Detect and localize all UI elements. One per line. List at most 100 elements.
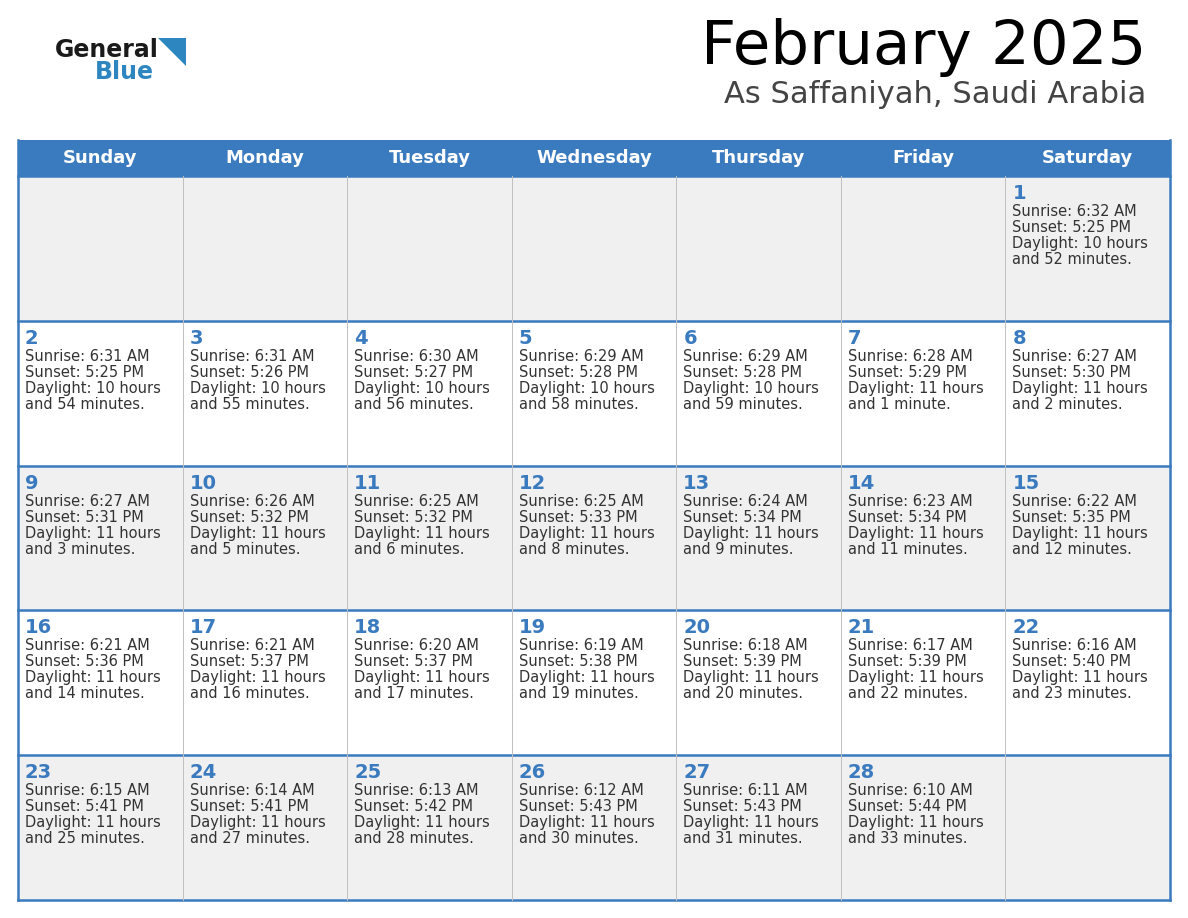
Text: February 2025: February 2025 — [701, 18, 1146, 77]
Text: Sunset: 5:34 PM: Sunset: 5:34 PM — [848, 509, 967, 524]
Text: Sunrise: 6:15 AM: Sunrise: 6:15 AM — [25, 783, 150, 798]
Text: and 27 minutes.: and 27 minutes. — [190, 831, 310, 846]
Text: Thursday: Thursday — [712, 149, 805, 167]
Text: Daylight: 11 hours: Daylight: 11 hours — [190, 670, 326, 686]
Text: Daylight: 11 hours: Daylight: 11 hours — [519, 815, 655, 830]
Text: 22: 22 — [1012, 619, 1040, 637]
Text: Daylight: 10 hours: Daylight: 10 hours — [519, 381, 655, 396]
Text: and 16 minutes.: and 16 minutes. — [190, 687, 309, 701]
Text: and 3 minutes.: and 3 minutes. — [25, 542, 135, 556]
Text: Daylight: 11 hours: Daylight: 11 hours — [190, 526, 326, 541]
Text: Daylight: 11 hours: Daylight: 11 hours — [683, 526, 819, 541]
Text: Sunset: 5:32 PM: Sunset: 5:32 PM — [354, 509, 473, 524]
Text: 5: 5 — [519, 329, 532, 348]
Text: Daylight: 11 hours: Daylight: 11 hours — [354, 815, 489, 830]
Text: Sunrise: 6:29 AM: Sunrise: 6:29 AM — [683, 349, 808, 364]
Text: and 1 minute.: and 1 minute. — [848, 397, 950, 412]
Text: Daylight: 10 hours: Daylight: 10 hours — [190, 381, 326, 396]
Text: Sunrise: 6:21 AM: Sunrise: 6:21 AM — [190, 638, 315, 654]
Text: 4: 4 — [354, 329, 368, 348]
Text: and 9 minutes.: and 9 minutes. — [683, 542, 794, 556]
Text: 7: 7 — [848, 329, 861, 348]
Text: Sunset: 5:42 PM: Sunset: 5:42 PM — [354, 800, 473, 814]
Text: Sunset: 5:26 PM: Sunset: 5:26 PM — [190, 364, 309, 380]
Text: Sunset: 5:35 PM: Sunset: 5:35 PM — [1012, 509, 1131, 524]
Text: 20: 20 — [683, 619, 710, 637]
Text: 24: 24 — [190, 763, 217, 782]
Bar — [18, 176, 1170, 320]
Text: Sunrise: 6:10 AM: Sunrise: 6:10 AM — [848, 783, 973, 798]
Text: Sunset: 5:36 PM: Sunset: 5:36 PM — [25, 655, 144, 669]
Text: and 19 minutes.: and 19 minutes. — [519, 687, 638, 701]
Text: 19: 19 — [519, 619, 545, 637]
Text: Friday: Friday — [892, 149, 954, 167]
Text: 1: 1 — [1012, 184, 1026, 203]
Text: Sunset: 5:41 PM: Sunset: 5:41 PM — [25, 800, 144, 814]
Text: and 17 minutes.: and 17 minutes. — [354, 687, 474, 701]
Bar — [18, 756, 1170, 900]
Text: Sunrise: 6:27 AM: Sunrise: 6:27 AM — [1012, 349, 1137, 364]
Text: Sunset: 5:38 PM: Sunset: 5:38 PM — [519, 655, 638, 669]
Text: Sunrise: 6:16 AM: Sunrise: 6:16 AM — [1012, 638, 1137, 654]
Text: Sunrise: 6:23 AM: Sunrise: 6:23 AM — [848, 494, 973, 509]
Text: Blue: Blue — [95, 60, 154, 84]
Text: Sunset: 5:32 PM: Sunset: 5:32 PM — [190, 509, 309, 524]
Text: Daylight: 11 hours: Daylight: 11 hours — [354, 670, 489, 686]
Text: Sunset: 5:39 PM: Sunset: 5:39 PM — [848, 655, 967, 669]
Text: 6: 6 — [683, 329, 697, 348]
Text: Sunrise: 6:18 AM: Sunrise: 6:18 AM — [683, 638, 808, 654]
Text: Sunset: 5:43 PM: Sunset: 5:43 PM — [519, 800, 638, 814]
Text: Daylight: 11 hours: Daylight: 11 hours — [190, 815, 326, 830]
Text: Sunset: 5:39 PM: Sunset: 5:39 PM — [683, 655, 802, 669]
Text: 28: 28 — [848, 763, 876, 782]
Text: Sunset: 5:40 PM: Sunset: 5:40 PM — [1012, 655, 1131, 669]
Text: and 58 minutes.: and 58 minutes. — [519, 397, 638, 412]
Text: Sunrise: 6:28 AM: Sunrise: 6:28 AM — [848, 349, 973, 364]
Text: Daylight: 11 hours: Daylight: 11 hours — [519, 670, 655, 686]
Text: and 31 minutes.: and 31 minutes. — [683, 831, 803, 846]
Text: As Saffaniyah, Saudi Arabia: As Saffaniyah, Saudi Arabia — [723, 80, 1146, 109]
Text: Daylight: 11 hours: Daylight: 11 hours — [683, 815, 819, 830]
Text: Daylight: 11 hours: Daylight: 11 hours — [1012, 381, 1148, 396]
Text: 3: 3 — [190, 329, 203, 348]
Text: Sunday: Sunday — [63, 149, 138, 167]
Text: Daylight: 10 hours: Daylight: 10 hours — [25, 381, 160, 396]
Text: Sunrise: 6:22 AM: Sunrise: 6:22 AM — [1012, 494, 1137, 509]
Text: Sunset: 5:31 PM: Sunset: 5:31 PM — [25, 509, 144, 524]
Polygon shape — [158, 38, 187, 66]
Text: Daylight: 11 hours: Daylight: 11 hours — [25, 670, 160, 686]
Text: Sunset: 5:28 PM: Sunset: 5:28 PM — [683, 364, 802, 380]
Text: and 5 minutes.: and 5 minutes. — [190, 542, 301, 556]
Text: Sunset: 5:25 PM: Sunset: 5:25 PM — [25, 364, 144, 380]
Text: and 33 minutes.: and 33 minutes. — [848, 831, 967, 846]
Text: Sunset: 5:30 PM: Sunset: 5:30 PM — [1012, 364, 1131, 380]
Text: and 2 minutes.: and 2 minutes. — [1012, 397, 1123, 412]
Text: Sunrise: 6:25 AM: Sunrise: 6:25 AM — [354, 494, 479, 509]
Text: Sunset: 5:28 PM: Sunset: 5:28 PM — [519, 364, 638, 380]
Text: Daylight: 11 hours: Daylight: 11 hours — [1012, 526, 1148, 541]
Text: Daylight: 11 hours: Daylight: 11 hours — [848, 670, 984, 686]
Text: Sunrise: 6:12 AM: Sunrise: 6:12 AM — [519, 783, 644, 798]
Bar — [18, 320, 1170, 465]
Text: Sunrise: 6:14 AM: Sunrise: 6:14 AM — [190, 783, 314, 798]
Text: Monday: Monday — [226, 149, 304, 167]
Text: and 20 minutes.: and 20 minutes. — [683, 687, 803, 701]
Bar — [18, 140, 1170, 176]
Text: Sunset: 5:34 PM: Sunset: 5:34 PM — [683, 509, 802, 524]
Text: and 8 minutes.: and 8 minutes. — [519, 542, 630, 556]
Text: 16: 16 — [25, 619, 52, 637]
Text: Sunrise: 6:30 AM: Sunrise: 6:30 AM — [354, 349, 479, 364]
Text: and 55 minutes.: and 55 minutes. — [190, 397, 309, 412]
Text: 18: 18 — [354, 619, 381, 637]
Text: Sunset: 5:41 PM: Sunset: 5:41 PM — [190, 800, 309, 814]
Text: Sunset: 5:44 PM: Sunset: 5:44 PM — [848, 800, 967, 814]
Text: 14: 14 — [848, 474, 876, 493]
Text: and 54 minutes.: and 54 minutes. — [25, 397, 145, 412]
Text: Sunset: 5:43 PM: Sunset: 5:43 PM — [683, 800, 802, 814]
Text: Sunset: 5:37 PM: Sunset: 5:37 PM — [190, 655, 309, 669]
Text: Sunrise: 6:32 AM: Sunrise: 6:32 AM — [1012, 204, 1137, 219]
Text: Sunrise: 6:19 AM: Sunrise: 6:19 AM — [519, 638, 644, 654]
Text: Daylight: 11 hours: Daylight: 11 hours — [1012, 670, 1148, 686]
Text: Daylight: 11 hours: Daylight: 11 hours — [519, 526, 655, 541]
Text: Sunrise: 6:24 AM: Sunrise: 6:24 AM — [683, 494, 808, 509]
